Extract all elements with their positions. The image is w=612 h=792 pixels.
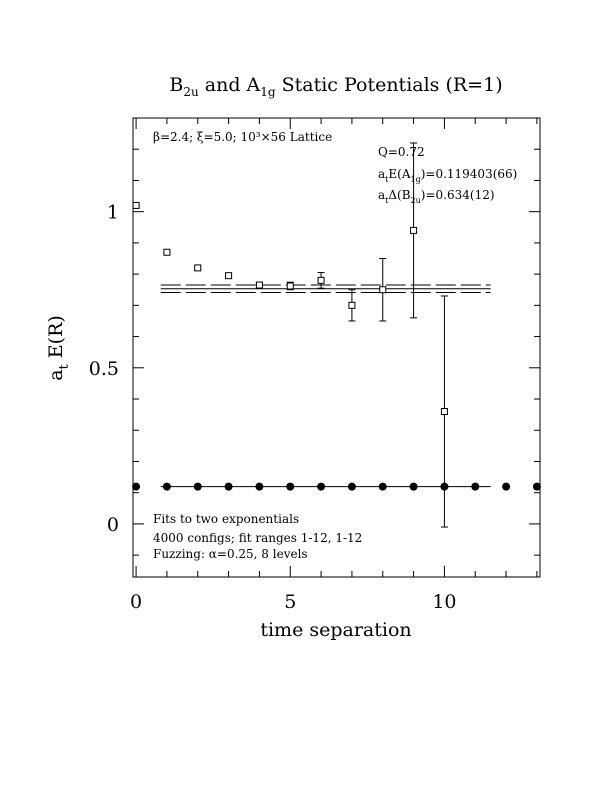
b2u-point (255, 281, 263, 289)
fit-lines (160, 284, 491, 488)
delta-annotation: atΔ(B2u)=0.634(12) (378, 188, 495, 205)
x-tick-label: 5 (284, 591, 296, 613)
a1g-point (502, 482, 511, 491)
a1g-point (409, 482, 418, 491)
b2u-point (163, 248, 171, 256)
b2u-point (225, 272, 233, 280)
a1g-point (471, 482, 480, 491)
a1g-point (162, 482, 171, 491)
y-tick-label: 0.5 (89, 358, 119, 380)
a1g-point (347, 482, 356, 491)
b2u-point (410, 226, 418, 234)
x-axis-label: time separation (260, 619, 411, 641)
plot-frame (132, 117, 541, 578)
configs-annotation: 4000 configs; fit ranges 1-12, 1-12 (153, 531, 362, 545)
a1g-point (532, 482, 541, 491)
a1g-point (193, 482, 202, 491)
data-marks (132, 142, 541, 528)
x-tick-label: 10 (432, 591, 456, 613)
a1g-point (224, 482, 233, 491)
a1g-point (286, 482, 295, 491)
y-tick-label: 1 (107, 202, 119, 224)
fuzzing-annotation: Fuzzing: α=0.25, 8 levels (153, 547, 308, 561)
b2u-point (132, 201, 140, 209)
a1g-point (255, 482, 264, 491)
a1g-point (378, 482, 387, 491)
a1g-point (317, 482, 326, 491)
lattice-annotation: β=2.4; ξ=5.0; 10³×56 Lattice (153, 130, 332, 144)
chart-title: B2u and A1g Static Potentials (R=1) (169, 74, 502, 99)
b2u-point (440, 408, 448, 416)
y-tick-label: 0 (107, 514, 119, 536)
fits-annotation: Fits to two exponentials (153, 512, 299, 526)
b2u-point (286, 282, 294, 290)
b2u-point (379, 286, 387, 294)
axes: 0 5 10 0 0.5 1 (89, 118, 540, 613)
a1g-point (132, 482, 141, 491)
b2u-point (194, 264, 202, 272)
y-axis-label: at E(R) (45, 315, 72, 381)
x-tick-label: 0 (130, 591, 142, 613)
b2u-point (348, 301, 356, 309)
b2u-point (317, 276, 325, 284)
a1g-point (440, 482, 449, 491)
energy-annotation: atE(A1g)=0.119403(66) (378, 167, 517, 184)
q-annotation: Q=0.72 (378, 145, 425, 159)
